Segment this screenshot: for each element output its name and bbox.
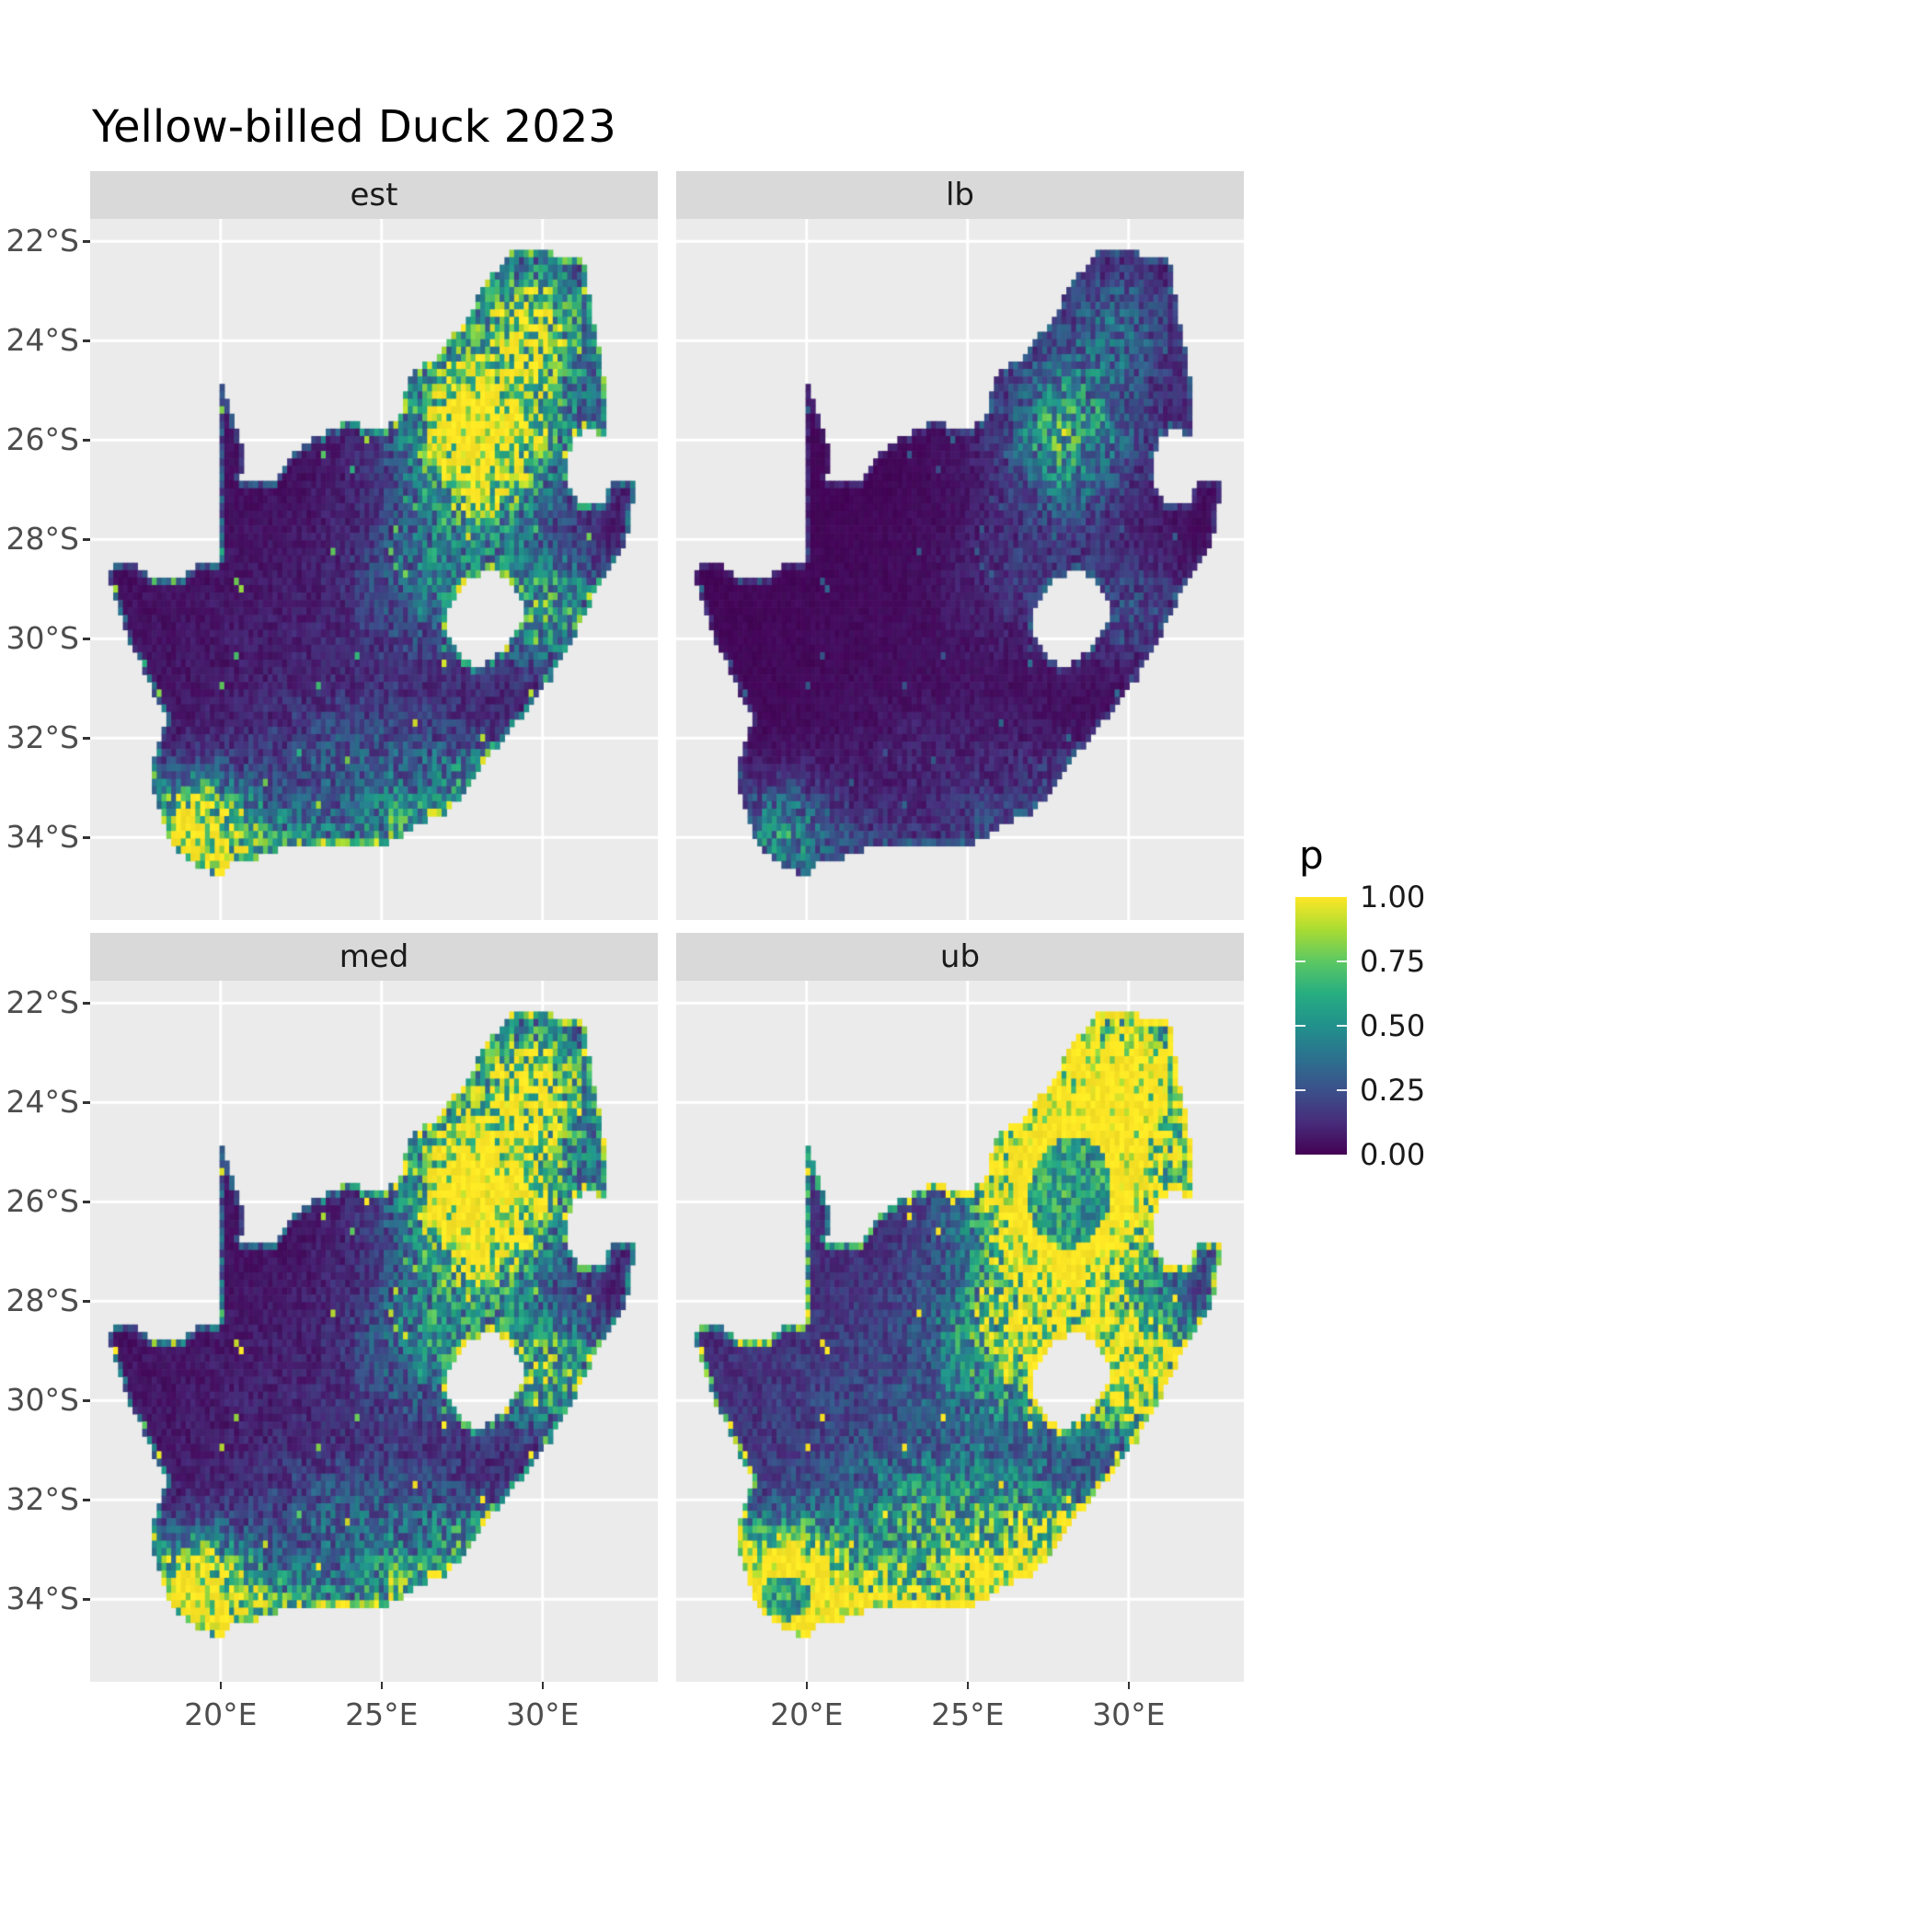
- y-tick-mark: [83, 538, 90, 541]
- map-canvas-med: [90, 981, 658, 1682]
- y-tick-mark: [83, 240, 90, 243]
- y-tick-mark: [83, 836, 90, 839]
- y-tick-label: 22°S: [6, 223, 79, 259]
- legend-tick-label: 0.25: [1360, 1073, 1426, 1108]
- y-tick-label: 24°S: [6, 1084, 79, 1121]
- y-tick-mark: [83, 439, 90, 442]
- y-tick-mark: [83, 1598, 90, 1601]
- y-tick-mark: [83, 737, 90, 740]
- chart-title: Yellow-billed Duck 2023: [92, 101, 616, 153]
- x-tick-mark: [805, 1682, 809, 1689]
- y-tick-mark: [83, 638, 90, 640]
- y-tick-mark: [83, 1201, 90, 1203]
- x-tick-label: 20°E: [184, 1696, 258, 1732]
- y-tick-mark: [83, 1101, 90, 1104]
- legend-tick-mark: [1295, 1025, 1305, 1027]
- y-tick-label: 34°S: [6, 1581, 79, 1617]
- facet-label-med: med: [339, 938, 409, 975]
- y-tick-label: 32°S: [6, 719, 79, 756]
- x-tick-label: 25°E: [931, 1696, 1005, 1732]
- map-canvas-ub: [676, 981, 1244, 1682]
- x-tick-mark: [219, 1682, 223, 1689]
- y-tick-mark: [83, 1300, 90, 1303]
- y-tick-label: 30°S: [6, 620, 79, 657]
- map-panel-med: [90, 981, 658, 1682]
- y-tick-label: 30°S: [6, 1382, 79, 1419]
- facet-label-ub: ub: [939, 938, 981, 975]
- y-tick-label: 34°S: [6, 819, 79, 856]
- legend-tick-mark: [1337, 1089, 1347, 1091]
- legend-tick-mark: [1337, 1025, 1347, 1027]
- legend-tick-label: 0.75: [1360, 944, 1426, 979]
- facet-strip-ub: ub: [676, 933, 1244, 981]
- x-tick-label: 30°E: [1092, 1696, 1166, 1732]
- map-panel-est: [90, 219, 658, 920]
- y-tick-label: 32°S: [6, 1481, 79, 1518]
- y-tick-label: 28°S: [6, 1282, 79, 1319]
- facet-strip-med: med: [90, 933, 658, 981]
- map-panel-lb: [676, 219, 1244, 920]
- y-tick-label: 24°S: [6, 322, 79, 359]
- y-tick-label: 26°S: [6, 421, 79, 458]
- map-panel-ub: [676, 981, 1244, 1682]
- x-tick-mark: [1127, 1682, 1131, 1689]
- facet-strip-lb: lb: [676, 171, 1244, 219]
- legend-title: p: [1299, 833, 1324, 878]
- legend-tick-mark: [1295, 1089, 1305, 1091]
- x-tick-label: 20°E: [770, 1696, 844, 1732]
- map-canvas-lb: [676, 219, 1244, 920]
- y-tick-label: 22°S: [6, 984, 79, 1021]
- x-tick-mark: [541, 1682, 545, 1689]
- legend-tick-mark: [1337, 960, 1347, 962]
- legend-tick-label: 1.00: [1360, 880, 1426, 914]
- facet-label-est: est: [350, 177, 398, 213]
- x-tick-label: 30°E: [506, 1696, 580, 1732]
- facet-label-lb: lb: [945, 177, 975, 213]
- y-tick-label: 26°S: [6, 1183, 79, 1220]
- y-tick-mark: [83, 1399, 90, 1402]
- map-canvas-est: [90, 219, 658, 920]
- y-tick-label: 28°S: [6, 521, 79, 558]
- legend-tick-label: 0.50: [1360, 1008, 1426, 1043]
- legend-tick-mark: [1295, 960, 1305, 962]
- x-tick-mark: [966, 1682, 970, 1689]
- x-tick-label: 25°E: [345, 1696, 419, 1732]
- y-tick-mark: [83, 339, 90, 342]
- y-tick-mark: [83, 1002, 90, 1005]
- y-tick-mark: [83, 1499, 90, 1501]
- x-tick-mark: [380, 1682, 384, 1689]
- legend-tick-label: 0.00: [1360, 1137, 1426, 1172]
- facet-strip-est: est: [90, 171, 658, 219]
